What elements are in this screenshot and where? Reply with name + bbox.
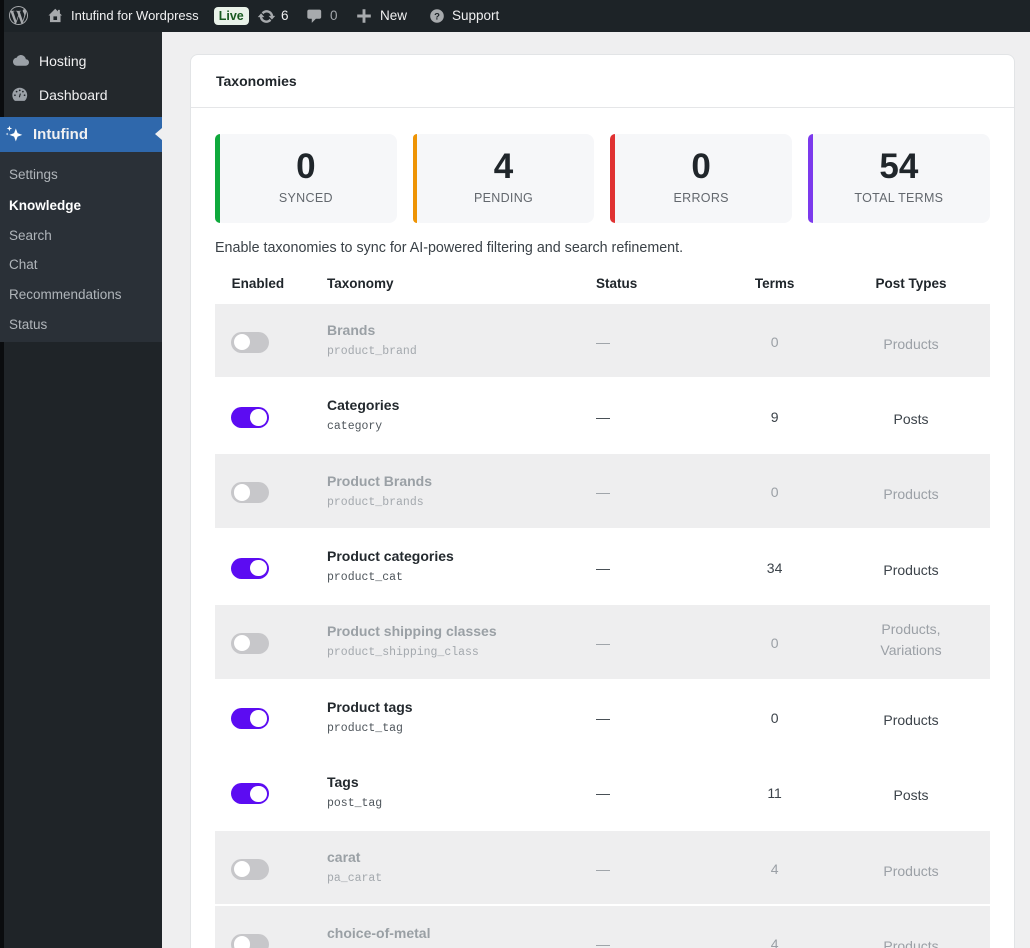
svg-text:?: ?: [434, 11, 440, 22]
